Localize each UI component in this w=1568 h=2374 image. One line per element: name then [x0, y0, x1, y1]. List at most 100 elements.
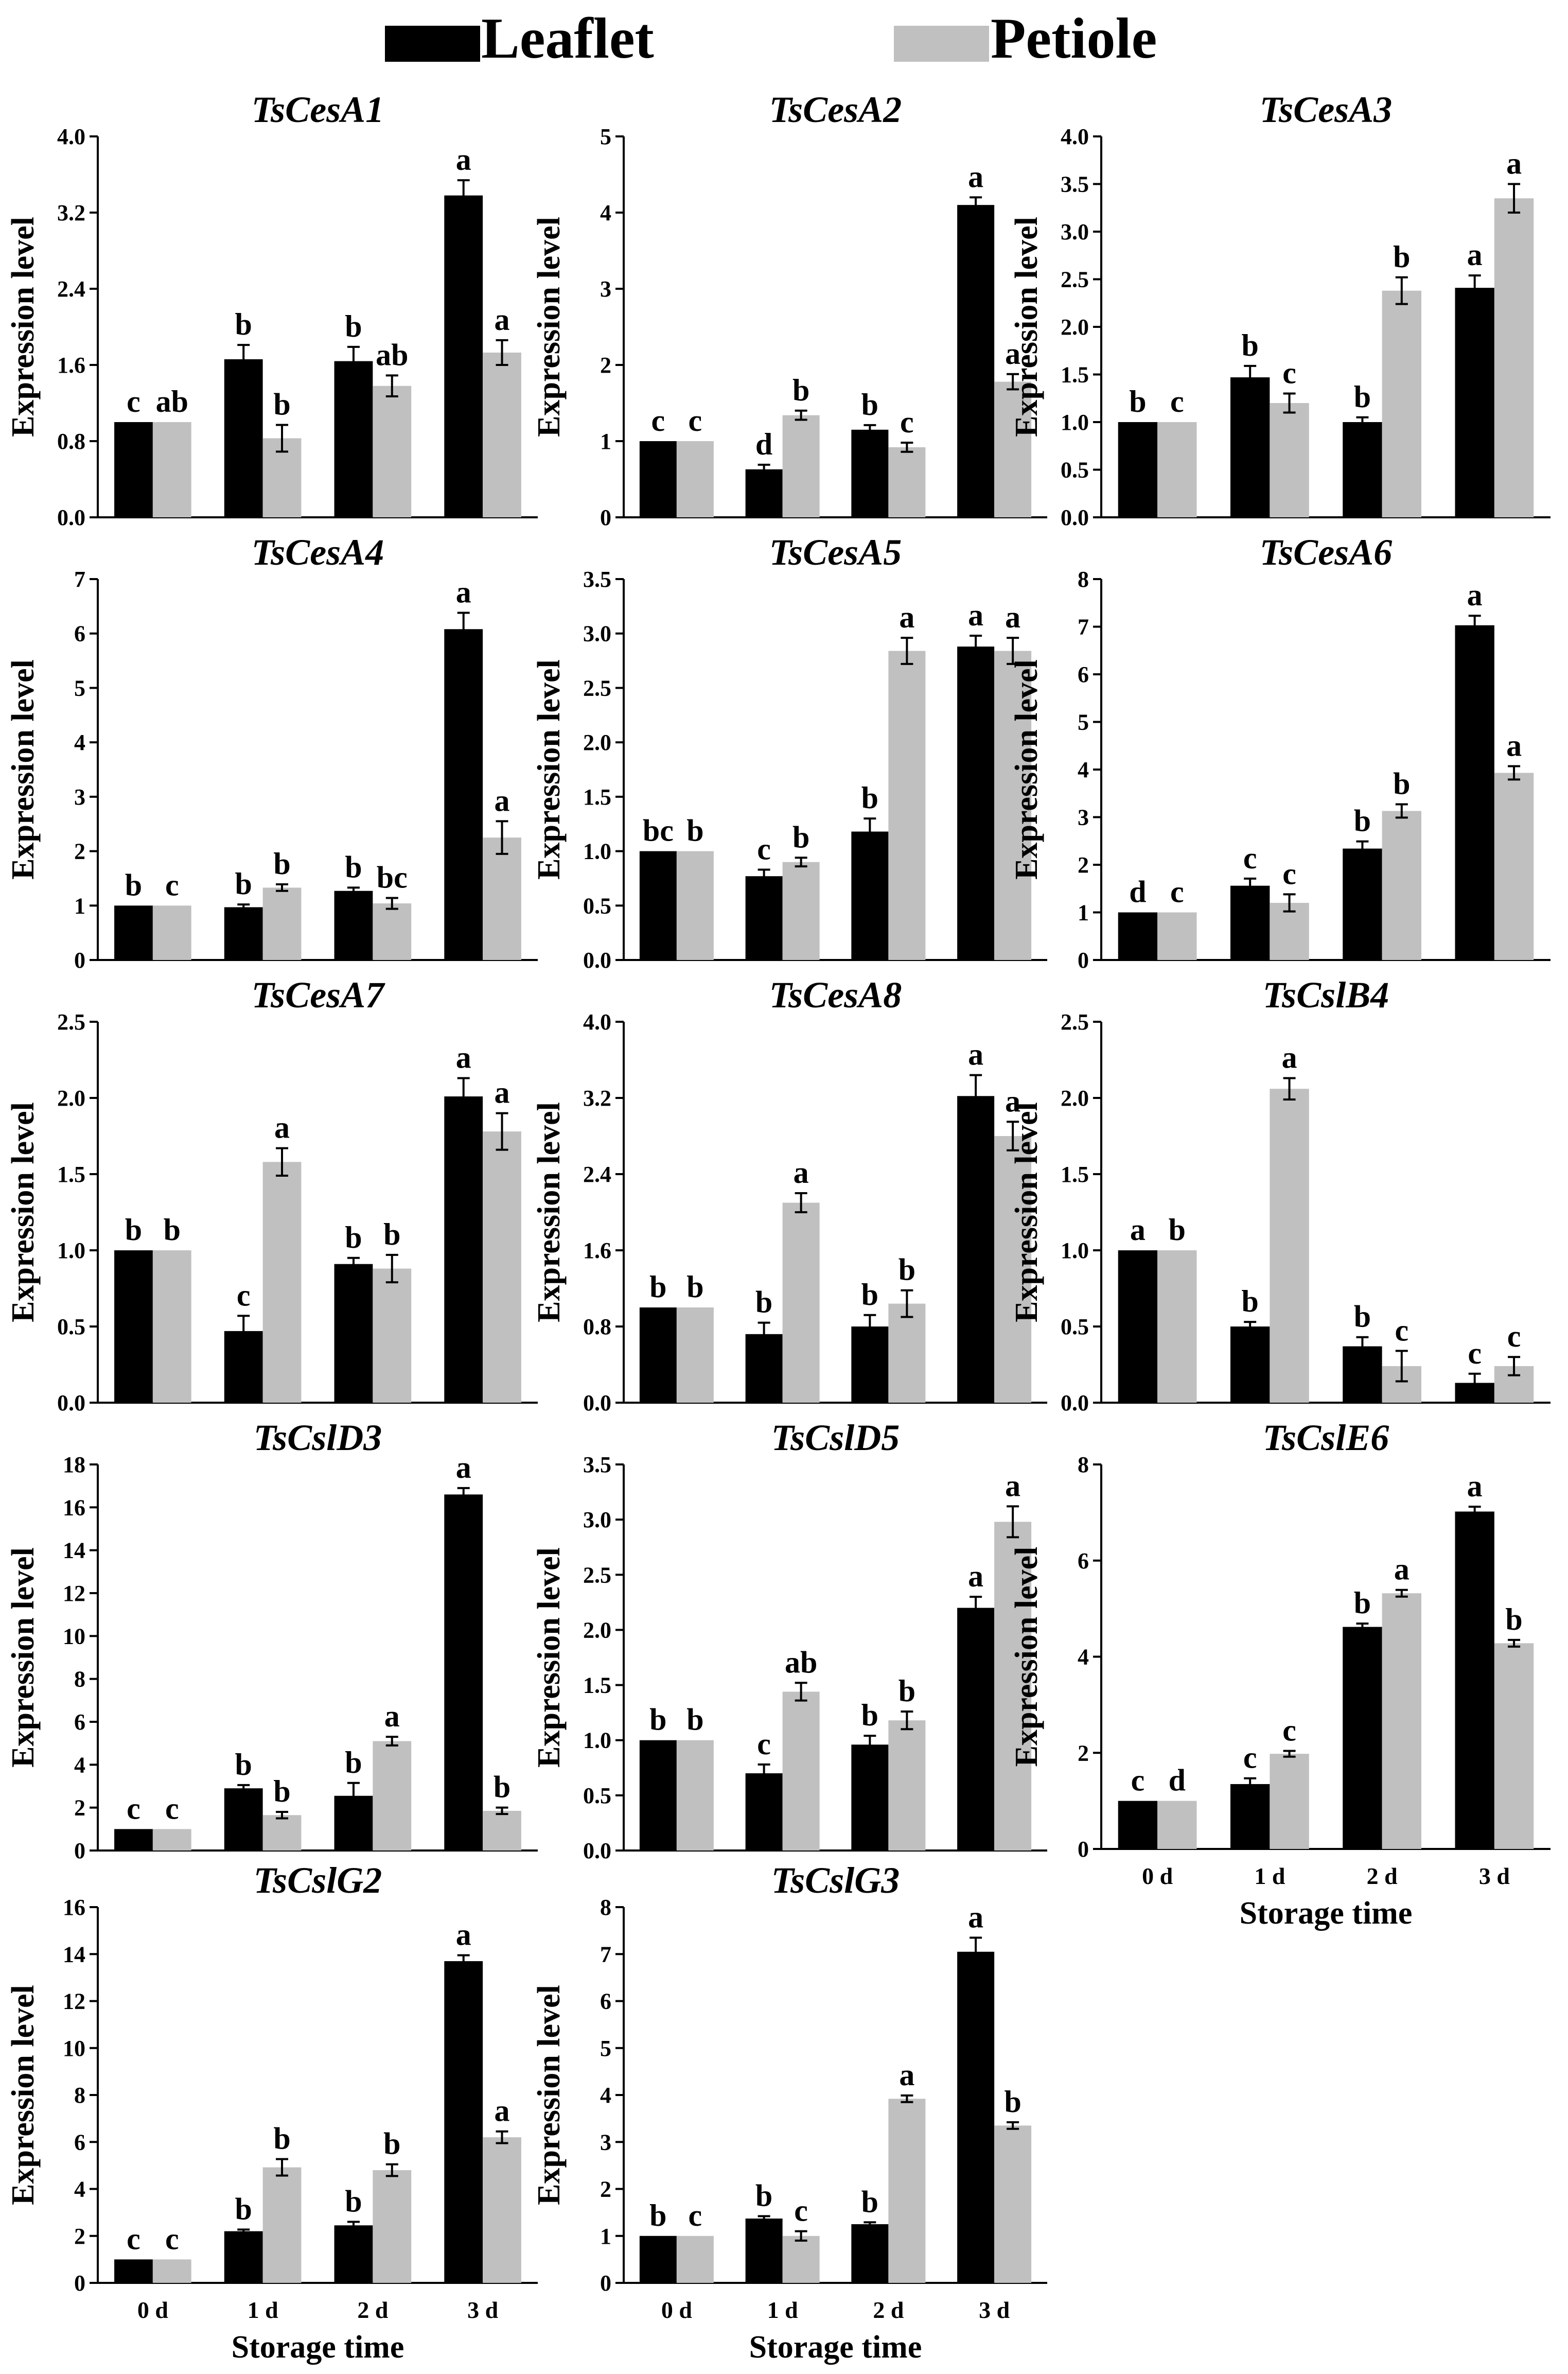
bar-leaflet-0d — [114, 2259, 153, 2283]
bar-leaflet-2d — [1343, 422, 1382, 517]
chart-title: TsCslD3 — [254, 1417, 382, 1458]
significance-letter: c — [1282, 857, 1296, 891]
y-tick-label: 0 — [600, 2271, 611, 2296]
y-axis-label: Expression level — [532, 1102, 567, 1322]
bar-petiole-0d — [152, 1250, 191, 1403]
y-tick-label: 1 — [600, 429, 611, 454]
bar-petiole-1d — [1270, 403, 1309, 517]
significance-letter: b — [792, 820, 809, 854]
y-tick-label: 2.4 — [57, 276, 85, 302]
significance-letter: c — [127, 2222, 140, 2256]
significance-letter: c — [757, 1727, 771, 1761]
bar-leaflet-3d — [957, 647, 995, 960]
bar-petiole-0d — [1157, 912, 1197, 960]
y-tick-label: 8 — [1078, 567, 1089, 592]
significance-letter: c — [757, 832, 771, 866]
legend-swatch-leaflet — [385, 26, 480, 62]
y-tick-label: 0 — [600, 505, 611, 530]
y-tick-label: 2.0 — [583, 730, 611, 755]
y-tick-label: 1.0 — [583, 1728, 611, 1753]
significance-letter: a — [456, 1451, 471, 1485]
y-tick-label: 4 — [74, 730, 85, 755]
bar-petiole-3d — [1494, 1643, 1534, 1849]
significance-letter: b — [861, 781, 878, 815]
significance-letter: b — [235, 307, 252, 341]
bar-petiole-2d — [888, 651, 926, 960]
bar-petiole-3d — [483, 352, 521, 517]
bar-leaflet-3d — [1455, 625, 1494, 960]
bar-petiole-0d — [152, 2259, 191, 2283]
x-tick-label: 3 d — [1479, 1863, 1510, 1889]
bar-petiole-0d — [152, 1829, 191, 1851]
y-axis-label: Expression level — [532, 1547, 567, 1768]
y-tick-label: 5 — [74, 675, 85, 701]
significance-letter: b — [345, 309, 362, 343]
y-tick-label: 6 — [74, 1709, 85, 1735]
bar-petiole-2d — [888, 1303, 926, 1403]
chart-title: TsCesA1 — [252, 89, 384, 130]
x-tick-label: 1 d — [1254, 1863, 1285, 1889]
significance-letter: c — [1282, 356, 1296, 390]
significance-letter: a — [1005, 1084, 1020, 1118]
chart-panel-TsCslG2: TsCslG2 0 2 4 6 8 10 12 14 16 Expression level c c 0 … — [6, 1860, 538, 2365]
legend-swatch-petiole — [894, 26, 989, 62]
chart-title: TsCslG3 — [771, 1860, 900, 1901]
significance-letter: a — [1282, 1041, 1297, 1075]
significance-letter: a — [899, 600, 914, 634]
bar-leaflet-1d — [1230, 1784, 1270, 1849]
bar-leaflet-3d — [957, 1096, 995, 1403]
significance-letter: c — [165, 868, 179, 902]
chart-panel-TsCesA8: TsCesA8 0.0 0.8 1.6 2.4 3.2 4.0 Expression leve… — [532, 974, 1047, 1416]
significance-letter: a — [1005, 1469, 1020, 1503]
y-tick-label: 2.5 — [1061, 1009, 1089, 1035]
bar-petiole-1d — [262, 2167, 302, 2283]
y-tick-label: 0.5 — [57, 1314, 85, 1339]
significance-letter: a — [968, 160, 983, 194]
significance-letter: b — [125, 868, 142, 902]
y-tick-label: 4 — [1078, 757, 1089, 782]
significance-letter: a — [456, 1041, 471, 1075]
significance-letter: d — [1169, 1764, 1186, 1797]
y-tick-label: 12 — [63, 1989, 85, 2014]
bar-petiole-0d — [676, 1307, 714, 1403]
y-tick-label: 3.0 — [583, 621, 611, 647]
significance-letter: b — [235, 1748, 252, 1782]
y-tick-label: 0.8 — [57, 429, 85, 454]
significance-letter: b — [1129, 385, 1146, 418]
bar-leaflet-2d — [851, 1744, 889, 1851]
significance-letter: ab — [156, 385, 188, 418]
significance-letter: c — [794, 2194, 808, 2228]
bar-petiole-1d — [262, 1162, 302, 1403]
bar-leaflet-1d — [745, 2218, 783, 2283]
significance-letter: b — [898, 1253, 915, 1287]
significance-letter: b — [345, 2184, 362, 2218]
y-tick-label: 2.0 — [1061, 1086, 1089, 1111]
significance-letter: c — [127, 385, 140, 418]
significance-letter: ab — [376, 338, 408, 372]
y-tick-label: 1 — [1078, 900, 1089, 926]
significance-letter: d — [1129, 875, 1146, 909]
significance-letter: b — [792, 373, 809, 407]
significance-letter: b — [1241, 328, 1258, 362]
y-tick-label: 2 — [74, 1795, 85, 1821]
y-tick-label: 2.5 — [583, 1562, 611, 1587]
y-tick-label: 4 — [74, 1752, 85, 1777]
significance-letter: b — [1354, 804, 1371, 838]
bar-leaflet-0d — [114, 1829, 153, 1851]
chart-title: TsCesA6 — [1260, 532, 1392, 573]
significance-letter: a — [456, 1918, 471, 1952]
chart-title: TsCesA4 — [252, 532, 384, 573]
bar-petiole-1d — [782, 862, 820, 960]
bar-leaflet-3d — [444, 629, 483, 960]
y-tick-label: 2.4 — [583, 1162, 611, 1187]
chart-panel-TsCesA5: TsCesA5 0.0 0.5 1.0 1.5 2.0 2.5 3.0 3.5 Expressio… — [532, 532, 1047, 973]
y-tick-label: 1.0 — [1061, 1238, 1089, 1263]
bar-leaflet-2d — [334, 2225, 373, 2283]
x-axis-label: Storage time — [232, 2330, 404, 2365]
bar-petiole-3d — [483, 837, 521, 960]
legend-label-leaflet: Leaflet — [481, 7, 654, 71]
y-axis-label: Expression level — [532, 659, 567, 880]
